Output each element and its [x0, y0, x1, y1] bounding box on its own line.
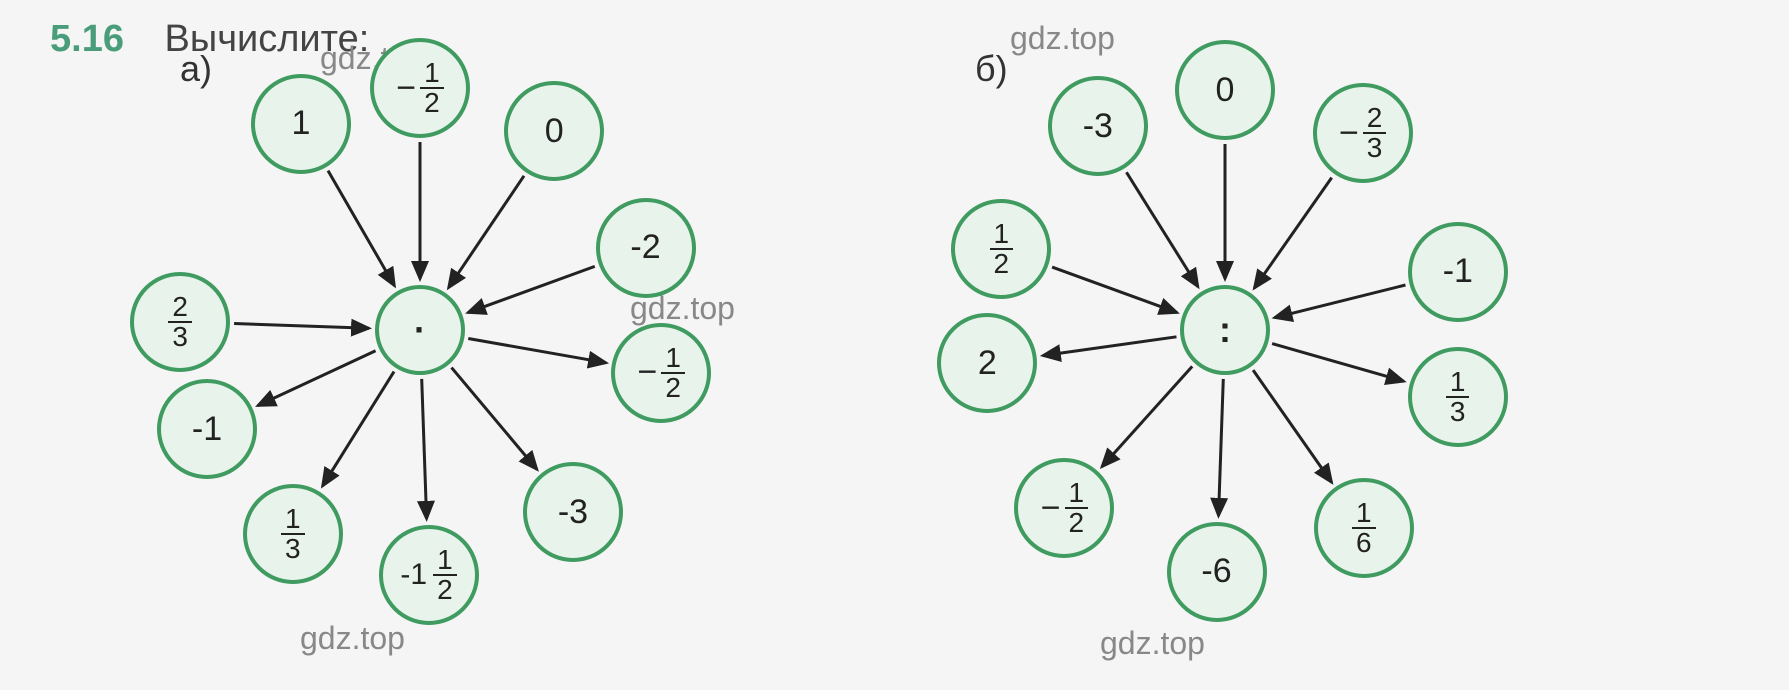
watermark: gdz.top	[300, 620, 405, 657]
outer-node: 12	[951, 199, 1051, 299]
outer-node: -112	[379, 525, 479, 625]
exercise-number: 5.16	[50, 18, 124, 60]
node-value: 2	[978, 344, 997, 383]
node-value: -1	[192, 410, 222, 449]
arrow	[234, 324, 369, 329]
arrow	[328, 171, 395, 286]
arrow	[322, 372, 394, 486]
arrow	[468, 339, 606, 363]
node-fraction: 13	[281, 505, 305, 563]
arrow	[1254, 178, 1331, 289]
node-value: -3	[558, 493, 588, 532]
outer-node: -3	[1048, 76, 1148, 176]
node-value: -6	[1201, 552, 1231, 591]
outer-node: −12	[370, 38, 470, 138]
outer-node: 13	[1408, 347, 1508, 447]
outer-node: 1	[251, 74, 351, 174]
node-neg-fraction: −12	[1041, 479, 1088, 537]
center-node: :	[1180, 285, 1270, 375]
arrow	[422, 379, 427, 519]
outer-node: 0	[504, 81, 604, 181]
node-value: 0	[1216, 71, 1235, 110]
node-neg-fraction: −23	[1339, 104, 1386, 162]
node-fraction: 13	[1446, 368, 1470, 426]
center-node: ·	[375, 285, 465, 375]
arrow	[1043, 337, 1177, 356]
arrow	[1219, 379, 1224, 516]
arrow	[258, 351, 376, 406]
outer-node: -6	[1167, 522, 1267, 622]
outer-node: 2	[937, 313, 1037, 413]
node-value: -3	[1083, 107, 1113, 146]
arrow	[1126, 172, 1198, 286]
center-op: ·	[414, 309, 426, 351]
watermark: gdz.top	[1100, 625, 1205, 662]
arrow	[1052, 267, 1177, 312]
arrow	[1253, 370, 1332, 482]
arrow	[451, 368, 536, 470]
outer-node: -2	[596, 198, 696, 298]
node-fraction: 12	[990, 220, 1014, 278]
part-label: б)	[975, 48, 1008, 90]
outer-node: -1	[157, 379, 257, 479]
arrow	[449, 176, 524, 288]
outer-node: -1	[1408, 222, 1508, 322]
node-fraction: 23	[168, 293, 192, 351]
outer-node: 13	[243, 484, 343, 584]
arrow	[1102, 366, 1192, 466]
node-mixed: -112	[400, 546, 456, 604]
part-label: а)	[180, 48, 212, 90]
arrow	[1272, 344, 1404, 382]
node-value: 1	[292, 104, 311, 143]
node-fraction: 16	[1352, 499, 1376, 557]
outer-node: −12	[1014, 458, 1114, 558]
outer-node: −23	[1313, 83, 1413, 183]
center-op: :	[1219, 309, 1231, 351]
outer-node: 0	[1175, 40, 1275, 140]
node-neg-fraction: −12	[638, 344, 685, 402]
watermark: gdz.top	[1010, 20, 1115, 57]
node-value: -1	[1443, 252, 1473, 291]
node-neg-fraction: −12	[396, 59, 443, 117]
arrow	[1274, 285, 1405, 318]
node-value: -2	[630, 228, 660, 267]
arrow	[468, 266, 595, 312]
outer-node: -3	[523, 462, 623, 562]
node-value: 0	[545, 112, 564, 151]
outer-node: 16	[1314, 478, 1414, 578]
outer-node: 23	[130, 272, 230, 372]
outer-node: −12	[611, 323, 711, 423]
